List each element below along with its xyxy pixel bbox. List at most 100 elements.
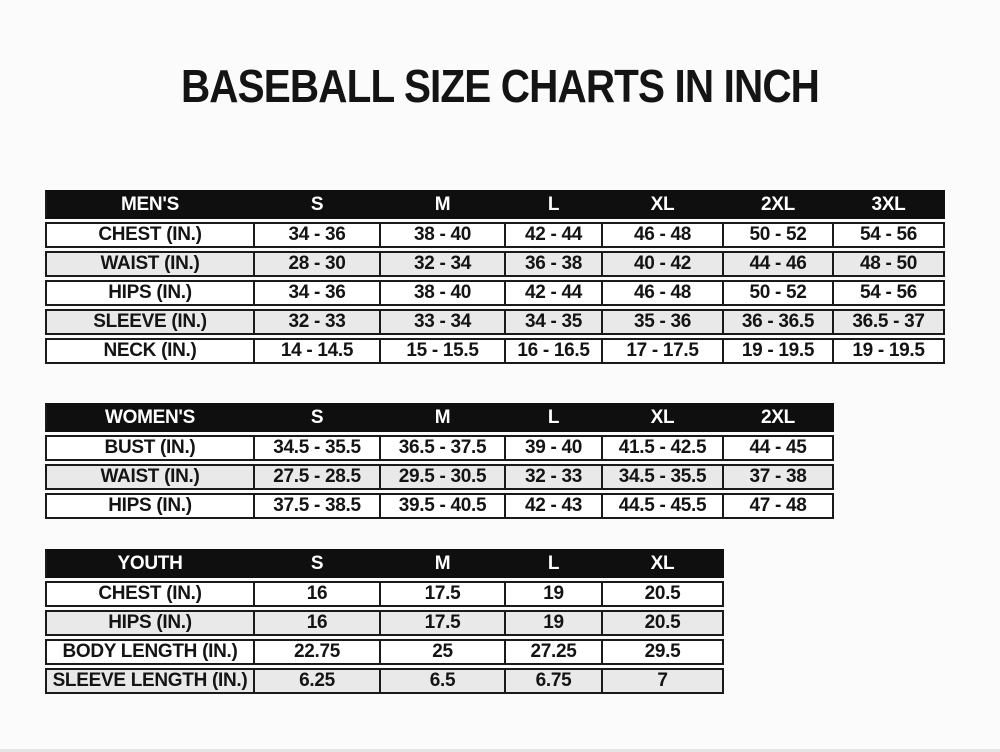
size-value-cell: 36.5 - 37.5	[381, 435, 506, 461]
size-value-cell: 34 - 35	[506, 309, 603, 335]
size-value-cell: 27.25	[506, 639, 603, 665]
size-value-cell: 32 - 34	[381, 251, 506, 277]
size-value-cell: 42 - 43	[506, 493, 603, 519]
men-s-size-table: MEN'S S M L XL 2XL 3XL CHEST (IN.) 34 - 36 38 - 4…	[45, 187, 945, 367]
size-value-cell: 14 - 14.5	[255, 338, 381, 364]
size-column-header: S	[255, 190, 381, 219]
size-value-cell: 42 - 44	[506, 280, 603, 306]
size-value-cell: 22.75	[255, 639, 381, 665]
measurement-label: WAIST (IN.)	[45, 251, 255, 277]
measurement-label: HIPS (IN.)	[45, 610, 255, 636]
size-value-cell: 17.5	[381, 581, 506, 607]
size-value-cell: 17 - 17.5	[603, 338, 724, 364]
measurement-label: CHEST (IN.)	[45, 222, 255, 248]
size-column-header: L	[506, 549, 603, 578]
size-value-cell: 16 - 16.5	[506, 338, 603, 364]
size-value-cell: 28 - 30	[255, 251, 381, 277]
measurement-row: SLEEVE (IN.) 32 - 33 33 - 34 34 - 35 35 - 36…	[45, 309, 945, 335]
table-title-cell: WOMEN'S	[45, 403, 255, 432]
size-value-cell: 47 - 48	[724, 493, 834, 519]
header-row: YOUTH S M L XL	[45, 549, 724, 578]
size-value-cell: 50 - 52	[724, 222, 834, 248]
size-column-header: XL	[603, 190, 724, 219]
size-value-cell: 17.5	[381, 610, 506, 636]
size-column-header: M	[381, 549, 506, 578]
size-column-header: 2XL	[724, 403, 834, 432]
size-value-cell: 6.75	[506, 668, 603, 694]
size-value-cell: 34.5 - 35.5	[603, 464, 724, 490]
size-value-cell: 25	[381, 639, 506, 665]
size-value-cell: 37 - 38	[724, 464, 834, 490]
measurement-row: NECK (IN.) 14 - 14.5 15 - 15.5 16 - 16.5 17 …	[45, 338, 945, 364]
size-value-cell: 34 - 36	[255, 222, 381, 248]
size-value-cell: 38 - 40	[381, 222, 506, 248]
measurement-label: NECK (IN.)	[45, 338, 255, 364]
measurement-label: BUST (IN.)	[45, 435, 255, 461]
measurement-row: WAIST (IN.) 27.5 - 28.5 29.5 - 30.5 32 - 33…	[45, 464, 834, 490]
size-value-cell: 32 - 33	[506, 464, 603, 490]
size-value-cell: 40 - 42	[603, 251, 724, 277]
size-value-cell: 44.5 - 45.5	[603, 493, 724, 519]
size-value-cell: 34.5 - 35.5	[255, 435, 381, 461]
size-value-cell: 46 - 48	[603, 222, 724, 248]
size-value-cell: 50 - 52	[724, 280, 834, 306]
measurement-row: HIPS (IN.) 16 17.5 19 20.5	[45, 610, 724, 636]
size-column-header: L	[506, 403, 603, 432]
size-value-cell: 27.5 - 28.5	[255, 464, 381, 490]
size-value-cell: 36 - 36.5	[724, 309, 834, 335]
size-value-cell: 39 - 40	[506, 435, 603, 461]
header-row: WOMEN'S S M L XL 2XL	[45, 403, 834, 432]
scan-edge-artifact	[0, 749, 1000, 752]
size-value-cell: 48 - 50	[834, 251, 945, 277]
size-value-cell: 39.5 - 40.5	[381, 493, 506, 519]
size-value-cell: 38 - 40	[381, 280, 506, 306]
size-column-header: M	[381, 403, 506, 432]
size-value-cell: 36.5 - 37	[834, 309, 945, 335]
size-value-cell: 54 - 56	[834, 222, 945, 248]
size-column-header: XL	[603, 403, 724, 432]
size-value-cell: 19	[506, 610, 603, 636]
size-column-header: M	[381, 190, 506, 219]
size-value-cell: 41.5 - 42.5	[603, 435, 724, 461]
measurement-row: CHEST (IN.) 34 - 36 38 - 40 42 - 44 46 - 48 5…	[45, 222, 945, 248]
measurement-row: HIPS (IN.) 34 - 36 38 - 40 42 - 44 46 - 48 50…	[45, 280, 945, 306]
size-value-cell: 37.5 - 38.5	[255, 493, 381, 519]
size-value-cell: 29.5 - 30.5	[381, 464, 506, 490]
size-column-header: XL	[603, 549, 724, 578]
women-s-size-table: WOMEN'S S M L XL 2XL BUST (IN.) 34.5 - 35.5 36.5…	[45, 400, 834, 522]
size-value-cell: 44 - 45	[724, 435, 834, 461]
size-value-cell: 19 - 19.5	[724, 338, 834, 364]
measurement-label: SLEEVE LENGTH (IN.)	[45, 668, 255, 694]
size-value-cell: 20.5	[603, 581, 724, 607]
size-value-cell: 29.5	[603, 639, 724, 665]
size-value-cell: 6.25	[255, 668, 381, 694]
size-value-cell: 16	[255, 581, 381, 607]
size-column-header: S	[255, 403, 381, 432]
measurement-row: SLEEVE LENGTH (IN.) 6.25 6.5 6.75 7	[45, 668, 724, 694]
size-value-cell: 15 - 15.5	[381, 338, 506, 364]
measurement-row: CHEST (IN.) 16 17.5 19 20.5	[45, 581, 724, 607]
size-value-cell: 16	[255, 610, 381, 636]
size-value-cell: 7	[603, 668, 724, 694]
measurement-label: HIPS (IN.)	[45, 280, 255, 306]
size-value-cell: 54 - 56	[834, 280, 945, 306]
size-value-cell: 46 - 48	[603, 280, 724, 306]
size-value-cell: 44 - 46	[724, 251, 834, 277]
size-column-header: 3XL	[834, 190, 945, 219]
table-title-cell: MEN'S	[45, 190, 255, 219]
size-column-header: L	[506, 190, 603, 219]
measurement-row: WAIST (IN.) 28 - 30 32 - 34 36 - 38 40 - 42 4…	[45, 251, 945, 277]
table-title-cell: YOUTH	[45, 549, 255, 578]
size-value-cell: 19 - 19.5	[834, 338, 945, 364]
size-value-cell: 33 - 34	[381, 309, 506, 335]
header-row: MEN'S S M L XL 2XL 3XL	[45, 190, 945, 219]
size-value-cell: 35 - 36	[603, 309, 724, 335]
size-value-cell: 36 - 38	[506, 251, 603, 277]
size-column-header: 2XL	[724, 190, 834, 219]
size-value-cell: 19	[506, 581, 603, 607]
page-title: BASEBALL SIZE CHARTS IN INCH	[180, 60, 820, 112]
size-value-cell: 6.5	[381, 668, 506, 694]
size-column-header: S	[255, 549, 381, 578]
size-value-cell: 20.5	[603, 610, 724, 636]
